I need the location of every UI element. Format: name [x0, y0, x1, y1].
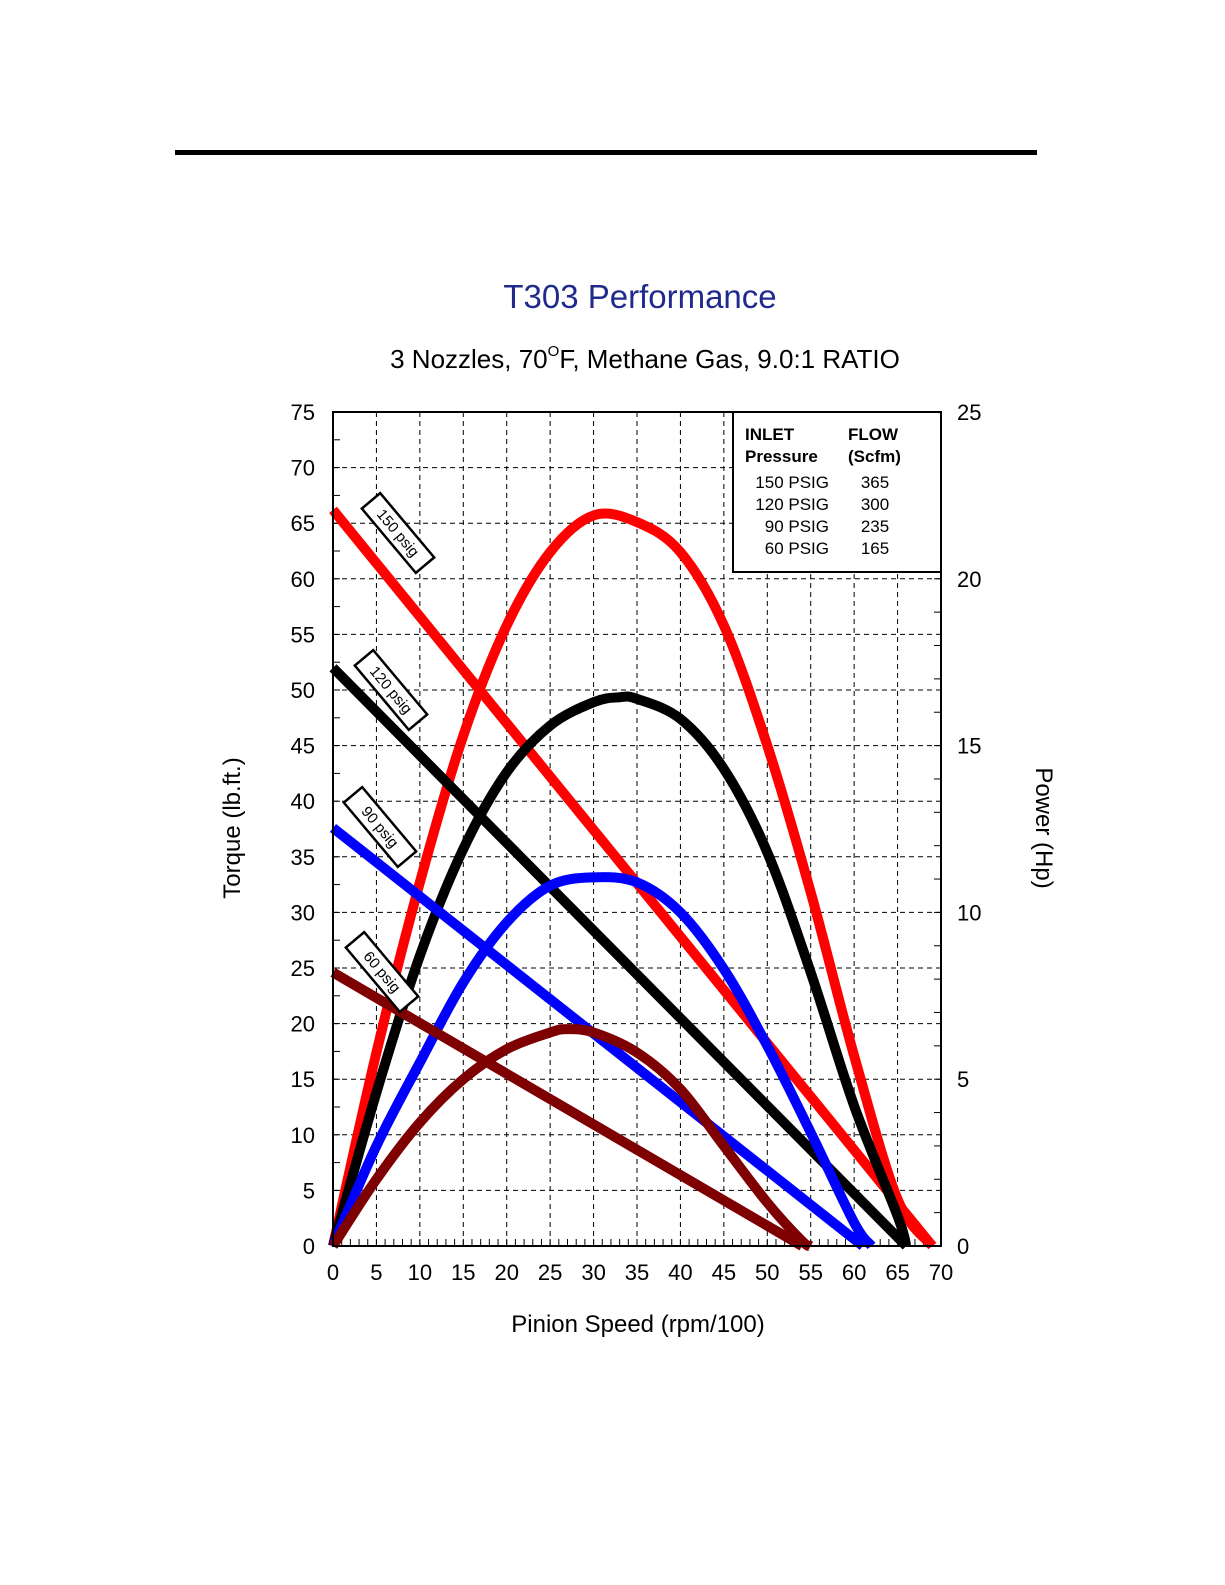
legend-header-inlet: Pressure	[745, 447, 818, 466]
y2-tick-label: 0	[957, 1234, 969, 1259]
y2-tick-label: 10	[957, 900, 981, 925]
x-tick-label: 25	[538, 1260, 562, 1285]
subtitle-suffix: F, Methane Gas, 9.0:1 RATIO	[559, 344, 900, 374]
x-tick-label: 35	[625, 1260, 649, 1285]
legend-pressure: 60 PSIG	[765, 539, 829, 558]
legend-header-inlet: INLET	[745, 425, 795, 444]
y2-tick-label: 20	[957, 567, 981, 592]
y-tick-label: 45	[291, 734, 315, 759]
x-tick-label: 0	[327, 1260, 339, 1285]
tick-labels: 0 5 10 15 20 25 30 35 40 45 50 55 60 65 70051015202530…	[291, 400, 982, 1285]
curves	[328, 506, 937, 1251]
curve-tag-box	[344, 930, 420, 1014]
y-tick-label: 70	[291, 456, 315, 481]
y-tick-label: 20	[291, 1012, 315, 1037]
curve-tag-box	[353, 648, 429, 732]
legend-flow: 165	[861, 539, 889, 558]
y-tick-label: 40	[291, 789, 315, 814]
x-tick-label: 10	[408, 1260, 432, 1285]
curve-tag-box	[342, 785, 418, 869]
y2-tick-label: 15	[957, 734, 981, 759]
y2-axis-label: Power (Hp)	[1030, 767, 1057, 888]
x-tick-label: 55	[798, 1260, 822, 1285]
x-tick-label: 50	[755, 1260, 779, 1285]
y-axis-label: Torque (lb.ft.)	[219, 757, 246, 898]
x-tick-label: 15	[451, 1260, 475, 1285]
top-rule	[175, 150, 1037, 155]
y-tick-label: 15	[291, 1067, 315, 1092]
minor-ticks	[332, 411, 942, 1247]
y-tick-label: 30	[291, 900, 315, 925]
curve-tag-150-psig: 150 psig	[360, 491, 436, 575]
x-tick-label: 70	[929, 1260, 953, 1285]
legend-header-flow: (Scfm)	[848, 447, 901, 466]
x-tick-label: 65	[885, 1260, 909, 1285]
y-tick-label: 50	[291, 678, 315, 703]
y-tick-label: 25	[291, 956, 315, 981]
legend-pressure: 120 PSIG	[755, 495, 829, 514]
x-tick-label: 45	[712, 1260, 736, 1285]
legend-pressure: 150 PSIG	[755, 473, 829, 492]
y2-tick-label: 25	[957, 400, 981, 425]
legend-flow: 365	[861, 473, 889, 492]
plot-frame	[332, 411, 942, 1247]
x-tick-label: 20	[494, 1260, 518, 1285]
y-tick-label: 55	[291, 622, 315, 647]
subtitle-degree: O	[548, 343, 560, 360]
legend-flow: 300	[861, 495, 889, 514]
x-tick-label: 5	[370, 1260, 382, 1285]
y-tick-label: 60	[291, 567, 315, 592]
legend-box	[732, 411, 942, 573]
torque-line-60-psig	[330, 968, 805, 1251]
y-tick-label: 0	[303, 1234, 315, 1259]
y2-tick-label: 5	[957, 1067, 969, 1092]
x-tick-label: 40	[668, 1260, 692, 1285]
chart-subtitle: 3 Nozzles, 70OF, Methane Gas, 9.0:1 RATI…	[390, 343, 900, 374]
chart-title: T303 Performance	[503, 278, 776, 315]
legend: INLET Pressure FLOW (Scfm) 150 PSIG 365 120 PS…	[732, 411, 942, 573]
y-tick-label: 10	[291, 1123, 315, 1148]
legend-flow: 235	[861, 517, 889, 536]
y-tick-label: 65	[291, 511, 315, 536]
curve-tag-box	[360, 491, 436, 575]
power-curve-120-psig	[328, 691, 912, 1248]
y-tick-label: 75	[291, 400, 315, 425]
torque-line-120-psig	[329, 664, 910, 1250]
x-axis-label: Pinion Speed (rpm/100)	[511, 1311, 764, 1338]
legend-pressure: 90 PSIG	[765, 517, 829, 536]
y-tick-label: 5	[303, 1178, 315, 1203]
y-tick-label: 35	[291, 845, 315, 870]
subtitle-prefix: 3 Nozzles, 70	[390, 344, 548, 374]
curve-tag-90-psig: 90 psig	[342, 785, 418, 869]
power-curve-60-psig	[328, 1024, 814, 1251]
x-tick-label: 60	[842, 1260, 866, 1285]
x-tick-label: 30	[581, 1260, 605, 1285]
legend-header-flow: FLOW	[848, 425, 899, 444]
power-curve-90-psig	[328, 872, 876, 1250]
